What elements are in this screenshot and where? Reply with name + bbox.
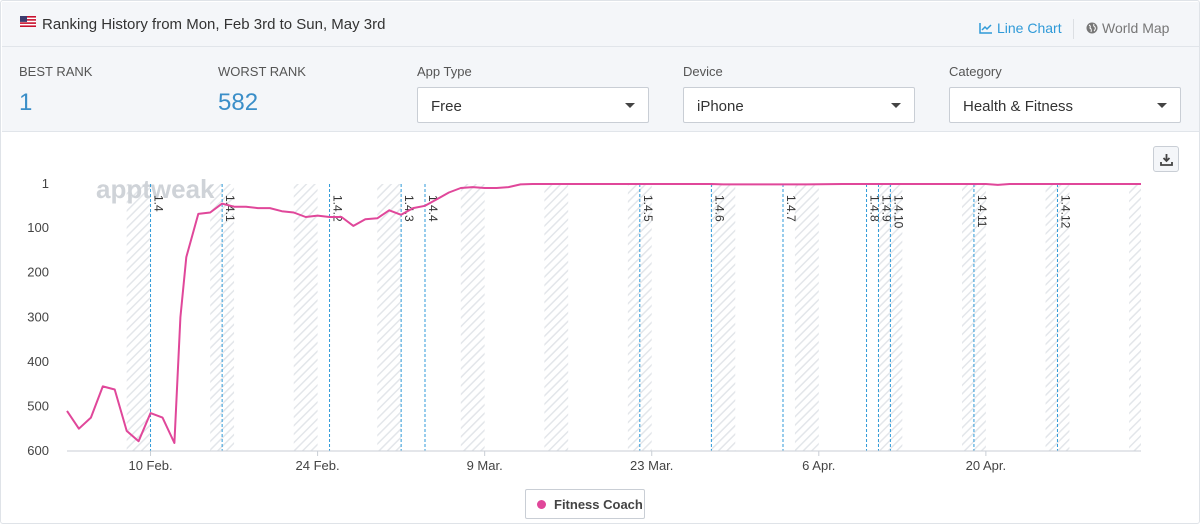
y-axis: 1 100 200 300 400 500 600 <box>27 176 49 458</box>
best-rank-label: BEST RANK <box>19 64 93 79</box>
y-tick-label: 400 <box>27 354 49 369</box>
version-label: 1.4.7 <box>784 195 798 222</box>
download-icon <box>1159 153 1173 166</box>
category-value: Health & Fitness <box>963 98 1074 115</box>
y-tick-label: 500 <box>27 398 49 413</box>
x-tick-label: 10 Feb. <box>128 458 172 473</box>
version-markers: 1.4 1.4.1 1.4.2 1.4.3 1.4.4 1.4.5 1.4.6 1.4.7 1.… <box>150 184 1072 451</box>
device-select[interactable]: iPhone <box>683 87 915 123</box>
weekend-shading <box>126 184 1141 451</box>
series-layer <box>66 183 1141 444</box>
weekend-band <box>460 184 485 451</box>
version-label: 1.4.3 <box>402 195 416 222</box>
version-label: 1.4 <box>152 195 166 212</box>
world-map-tab[interactable]: World Map <box>1086 20 1169 36</box>
version-label: 1.4.11 <box>975 195 989 228</box>
weekend-band <box>1129 184 1141 451</box>
weekend-band <box>711 184 736 451</box>
weekend-band <box>962 184 986 451</box>
y-tick-label: 300 <box>27 309 49 324</box>
version-label: 1.4.9 <box>879 195 893 222</box>
x-tick-label: 23 Mar. <box>630 458 673 473</box>
x-axis: 10 Feb. 24 Feb. 9 Mar. 23 Mar. 6 Apr. 20 Apr. <box>67 450 1141 473</box>
legend-marker <box>537 499 546 509</box>
version-label: 1.4.2 <box>331 195 345 222</box>
weekend-band <box>377 184 402 451</box>
best-rank-value: 1 <box>19 89 33 116</box>
weekend-band <box>1045 184 1070 451</box>
weekend-band <box>794 184 819 451</box>
chevron-down-icon <box>1157 103 1167 108</box>
category-select[interactable]: Health & Fitness <box>949 87 1181 123</box>
version-label: 1.4.8 <box>868 195 882 222</box>
x-tick-label: 20 Apr. <box>966 458 1006 473</box>
worst-rank-label: WORST RANK <box>218 64 306 79</box>
device-label: Device <box>683 64 723 79</box>
weekend-band <box>210 184 235 451</box>
y-tick-label: 100 <box>27 220 49 235</box>
worst-rank-value: 582 <box>218 89 259 116</box>
globe-icon <box>1086 22 1098 34</box>
panel-header: Ranking History from Mon, Feb 3rd to Sun… <box>2 2 1199 47</box>
version-label: 1.4.4 <box>426 195 440 222</box>
x-tick-label: 9 Mar. <box>467 458 503 473</box>
weekend-band <box>878 184 903 451</box>
legend-item-fitness-coach[interactable]: Fitness Coach <box>525 489 645 519</box>
weekend-band <box>293 184 318 451</box>
line-chart-tab[interactable]: Line Chart <box>979 20 1062 36</box>
page-title: Ranking History from Mon, Feb 3rd to Sun… <box>42 16 386 33</box>
y-tick-label: 600 <box>27 443 49 458</box>
world-map-label: World Map <box>1102 20 1170 36</box>
series-line-fitness-coach <box>66 183 1141 444</box>
y-tick-label: 1 <box>42 176 49 191</box>
version-label: 1.4.6 <box>712 195 726 222</box>
chevron-down-icon <box>891 103 901 108</box>
apptweak-watermark: apptweak <box>96 174 215 204</box>
x-tick-label: 24 Feb. <box>296 458 340 473</box>
weekend-band <box>627 184 652 451</box>
y-tick-label: 200 <box>27 265 49 280</box>
weekend-band <box>126 184 151 451</box>
line-chart-icon <box>979 23 992 34</box>
us-flag-icon <box>20 16 36 27</box>
version-label: 1.4.1 <box>223 195 237 222</box>
download-button[interactable] <box>1153 146 1179 172</box>
line-chart-label: Line Chart <box>997 20 1062 36</box>
device-value: iPhone <box>697 98 744 115</box>
weekend-band <box>544 184 569 451</box>
filters-bar: BEST RANK 1 WORST RANK 582 App Type Free… <box>2 47 1199 132</box>
app-type-select[interactable]: Free <box>417 87 649 123</box>
chevron-down-icon <box>625 103 635 108</box>
version-label: 1.4.5 <box>641 195 655 222</box>
header-divider <box>1073 19 1074 39</box>
app-type-label: App Type <box>417 64 472 79</box>
category-label: Category <box>949 64 1002 79</box>
version-label: 1.4.10 <box>891 195 905 229</box>
version-label: 1.4.12 <box>1058 195 1072 229</box>
legend-label: Fitness Coach <box>554 496 643 512</box>
app-type-value: Free <box>431 98 462 115</box>
x-tick-label: 6 Apr. <box>802 458 835 473</box>
